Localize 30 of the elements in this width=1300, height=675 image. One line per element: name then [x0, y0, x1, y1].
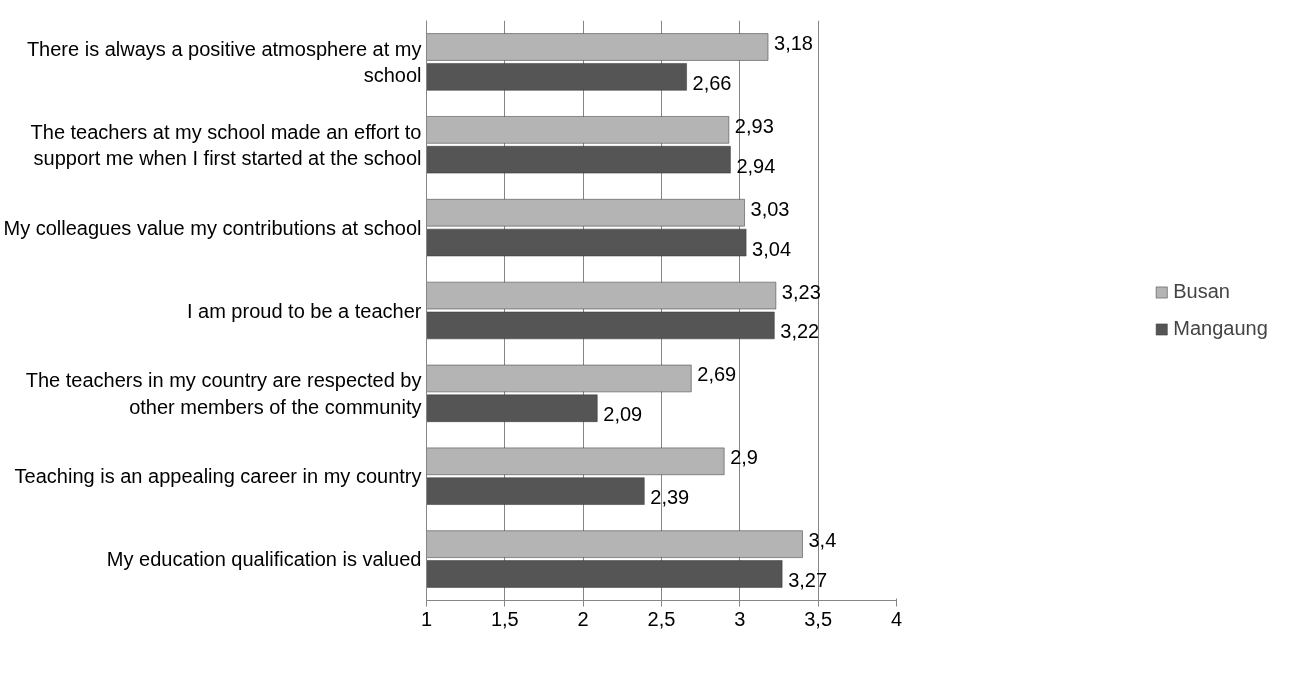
x-tick-label: 3 [734, 607, 746, 630]
data-label: 3,4 [808, 529, 837, 552]
data-label: 3,18 [774, 32, 813, 55]
data-label: 3,22 [780, 320, 820, 343]
data-label: 2,94 [736, 154, 776, 177]
x-tick-label: 1 [420, 607, 433, 630]
y-tick-label: Teaching is an appealing career in my country [14, 465, 422, 488]
y-tick-label: The teachers at my school made an effort to support me when I first started at the school [30, 120, 422, 169]
y-tick-label: My colleagues value my contributions at school [3, 216, 422, 239]
data-label: 3,23 [781, 280, 821, 303]
y-tick-label: There is always a positive atmosphere at my school [26, 37, 422, 87]
data-label: 2,93 [734, 114, 774, 137]
data-label: 3,27 [788, 568, 828, 591]
data-label: 3,04 [752, 237, 792, 260]
data-label: 2,9 [730, 446, 758, 469]
x-tick-label: 3,5 [804, 607, 833, 630]
data-label: 2,09 [603, 403, 643, 426]
data-label: 3,03 [750, 197, 790, 220]
data-label: 2,69 [697, 363, 737, 386]
legend-label: Busan [1173, 280, 1230, 303]
y-tick-label: The teachers in my country are respected by other members of the community [25, 369, 422, 418]
x-tick-label: 2 [577, 607, 589, 630]
data-label: 2,66 [692, 71, 732, 94]
data-label: 2,39 [650, 486, 690, 509]
x-tick-label: 1,5 [490, 607, 519, 630]
x-tick-label: 4 [890, 607, 903, 630]
legend-label: Mangaung [1173, 317, 1268, 340]
x-tick-label: 2,5 [647, 607, 676, 630]
y-tick-label: My education qualification is valued [106, 548, 422, 571]
y-tick-label: I am proud to be a teacher [186, 299, 422, 322]
